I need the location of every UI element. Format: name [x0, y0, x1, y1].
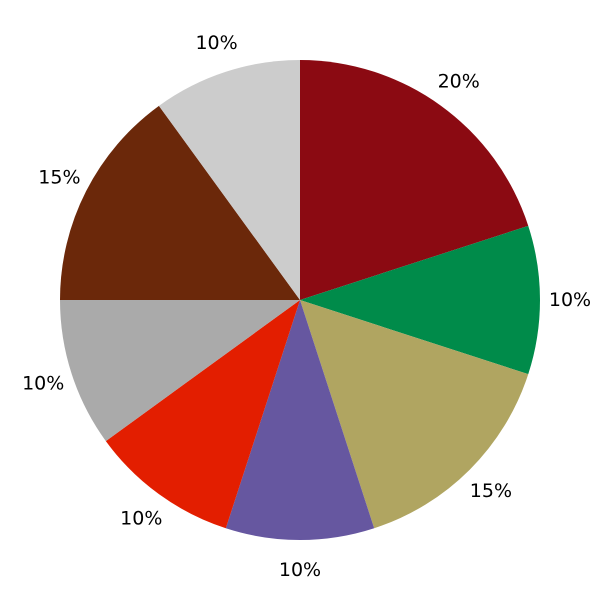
- pie-slices: [60, 60, 540, 540]
- slice-label: 10%: [195, 32, 237, 54]
- pie-slice: [60, 105, 300, 300]
- pie-slice: [105, 300, 300, 529]
- pie-slice: [300, 225, 540, 375]
- slice-label: 15%: [38, 166, 80, 188]
- slice-label: 10%: [120, 507, 162, 529]
- pie-slice: [60, 300, 300, 442]
- slice-label: 10%: [22, 372, 64, 394]
- pie-slice: [158, 60, 300, 300]
- slice-label: 20%: [438, 71, 480, 93]
- pie-slice: [225, 300, 375, 540]
- pie-labels: 20% 10% 15% 10% 10% 10% 15% 10%: [22, 32, 591, 581]
- slice-label: 15%: [470, 480, 512, 502]
- slice-label: 10%: [279, 559, 321, 581]
- pie-slice: [300, 60, 529, 300]
- pie-slice: [300, 300, 529, 529]
- slice-label: 10%: [549, 289, 591, 311]
